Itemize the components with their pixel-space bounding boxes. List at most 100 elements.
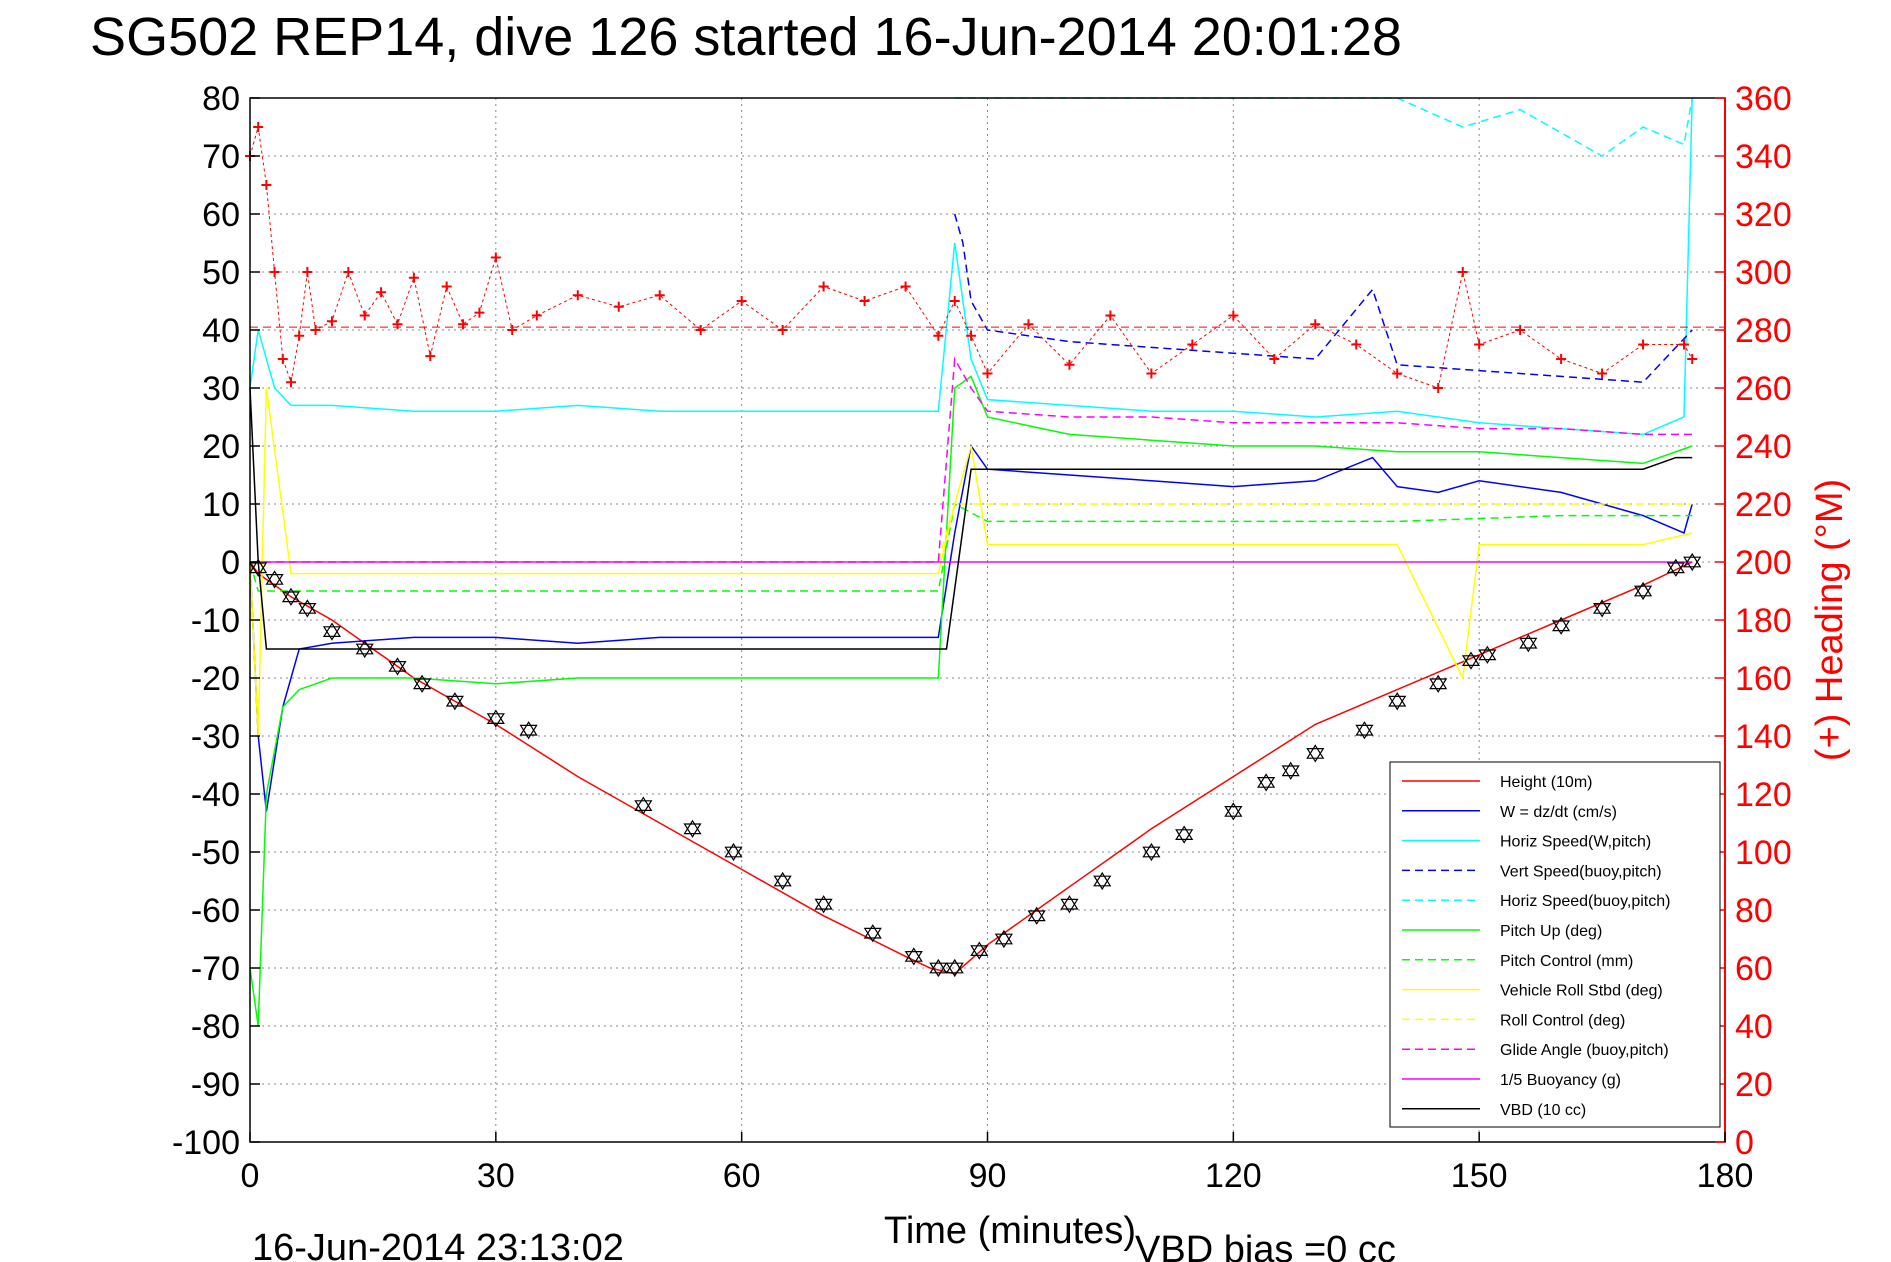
- y-tick-label: -60: [191, 892, 240, 930]
- y2-tick-label: 40: [1735, 1008, 1773, 1046]
- legend-label: Pitch Control (mm): [1500, 953, 1633, 970]
- marker-up: [724, 842, 743, 858]
- x-tick-label: 150: [1451, 1157, 1508, 1195]
- grid-lines: [250, 98, 1725, 1142]
- y2-tick-label: 60: [1735, 950, 1773, 988]
- y2-tick-label: 160: [1735, 660, 1792, 698]
- x-axis: 0 30 60 90 120 150 180: [241, 1132, 1753, 1195]
- marker-up: [1429, 674, 1448, 690]
- x-tick-label: 90: [969, 1157, 1007, 1195]
- legend: Height (10m) W = dz/dt (cm/s) Horiz Speed(…: [1389, 761, 1721, 1128]
- y-tick-label: 30: [202, 370, 240, 408]
- series-line-1: [249, 444, 1693, 812]
- marker-up: [945, 958, 964, 974]
- y-tick-label: 50: [202, 254, 240, 292]
- y-tick-label: -10: [191, 602, 240, 640]
- marker-up: [322, 622, 342, 637]
- legend-label: Roll Control (deg): [1500, 1012, 1625, 1029]
- marker-down: [863, 927, 882, 943]
- marker-down: [945, 962, 964, 978]
- legend-label: Horiz Speed(buoy,pitch): [1500, 893, 1670, 910]
- y2-tick-label: 360: [1735, 80, 1792, 118]
- series-line-8: [250, 503, 1693, 563]
- marker-down: [1552, 620, 1571, 635]
- marker-up: [1519, 634, 1538, 649]
- marker-down: [1224, 806, 1243, 821]
- legend-label: Vehicle Roll Stbd (deg): [1500, 983, 1663, 1000]
- y-tick-label: 60: [202, 196, 240, 234]
- heading-marker: [1187, 339, 1198, 350]
- marker-down: [683, 823, 702, 838]
- marker-up: [1683, 552, 1702, 568]
- marker-down: [249, 562, 268, 577]
- marker-up: [1355, 721, 1374, 736]
- heading-marker: [966, 330, 977, 341]
- y-tick-label: -80: [191, 1008, 240, 1046]
- y2-tick-label: 200: [1735, 544, 1792, 582]
- marker-down: [1592, 603, 1612, 618]
- x-tick-label: 30: [477, 1157, 515, 1195]
- marker-up: [1060, 895, 1079, 910]
- marker-up: [970, 941, 989, 956]
- series-line-11: [249, 387, 1693, 650]
- marker-down: [265, 574, 284, 589]
- heading-marker: [392, 319, 403, 330]
- y2-tick-label: 120: [1735, 776, 1792, 814]
- marker-down: [1461, 655, 1481, 670]
- legend-label: Glide Angle (buoy,pitch): [1500, 1042, 1669, 1059]
- marker-up: [519, 721, 538, 736]
- heading-marker: [654, 290, 665, 301]
- y-tick-label: -40: [191, 776, 240, 814]
- marker-up: [298, 599, 317, 614]
- heading-marker: [1064, 359, 1075, 370]
- marker-up: [265, 570, 284, 585]
- y2-tick-label: 140: [1735, 718, 1792, 756]
- marker-down: [486, 713, 505, 728]
- marker-up: [1552, 616, 1571, 632]
- series-line-9: [250, 356, 1693, 563]
- heading-marker: [1228, 310, 1239, 321]
- y-tick-label: -70: [191, 950, 240, 988]
- marker-down: [1175, 829, 1194, 844]
- marker-down: [814, 898, 833, 914]
- marker-down: [1142, 846, 1161, 862]
- marker-up: [994, 929, 1013, 945]
- marker-down: [1355, 724, 1374, 740]
- heading-marker: [1269, 354, 1280, 364]
- series-line-7: [249, 387, 1693, 737]
- heading-marker: [695, 325, 706, 335]
- y2-tick-label: 220: [1735, 486, 1792, 524]
- dive-markers: [249, 552, 1702, 978]
- marker-up: [1027, 906, 1046, 922]
- marker-down: [1388, 695, 1407, 711]
- legend-label: Pitch Up (deg): [1500, 923, 1602, 940]
- y2-tick-label: 280: [1735, 312, 1792, 350]
- heading-marker: [531, 310, 542, 321]
- marker-down: [1306, 748, 1325, 763]
- marker-down: [388, 661, 407, 676]
- marker-up: [281, 587, 301, 603]
- marker-up: [1224, 802, 1243, 817]
- marker-down: [322, 626, 342, 641]
- y-tick-label: -50: [191, 834, 240, 872]
- y2-tick-label: 0: [1735, 1124, 1754, 1162]
- chart-title: SG502 REP14, dive 126 started 16-Jun-201…: [90, 7, 1402, 67]
- marker-down: [413, 678, 432, 693]
- legend-box: [1389, 761, 1721, 1128]
- marker-down: [634, 800, 653, 815]
- series-layer: [245, 97, 1725, 1027]
- marker-down: [970, 945, 989, 960]
- x-tick-label: 60: [723, 1157, 761, 1195]
- heading-marker: [1515, 325, 1526, 335]
- heading-marker: [572, 290, 583, 301]
- marker-down: [1281, 765, 1300, 780]
- series-line-6: [249, 502, 1693, 592]
- marker-down: [1478, 649, 1497, 664]
- marker-down: [994, 933, 1013, 949]
- legend-label: 1/5 Buoyancy (g): [1500, 1072, 1621, 1089]
- marker-up: [249, 558, 268, 574]
- legend-label: Height (10m): [1500, 774, 1592, 791]
- marker-down: [1683, 556, 1702, 572]
- marker-down: [281, 591, 301, 606]
- marker-up: [445, 692, 464, 707]
